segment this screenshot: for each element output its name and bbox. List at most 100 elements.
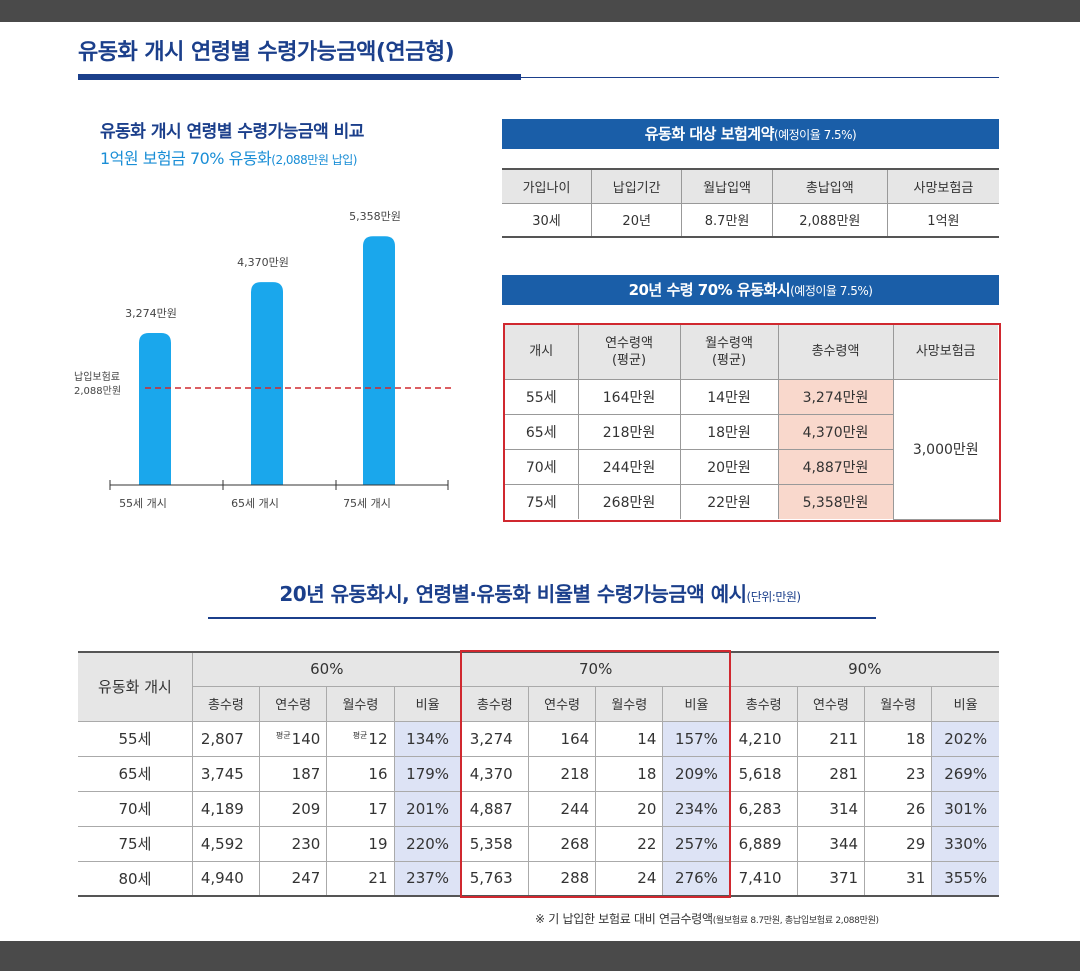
sub-col-header: 월수령 — [326, 685, 395, 722]
ratio-cell: 202% — [931, 720, 999, 757]
col-header: 월납입액 — [681, 168, 773, 204]
table-cell: 평균140 — [259, 720, 328, 757]
table-cell: 20년 — [590, 202, 683, 238]
row-age-cell: 75세 — [78, 825, 193, 862]
liquid-box-header: 20년 수령 70% 유동화시(예정이율 7.5%) — [502, 275, 999, 305]
chart-bar — [251, 282, 283, 485]
reference-value-label: 2,088만원 — [74, 385, 121, 397]
table-cell-highlight: 5,358만원 — [777, 483, 893, 519]
table-cell: 22만원 — [679, 483, 779, 519]
table-cell: 평균12 — [326, 720, 395, 757]
group-header-90: 90% — [729, 651, 999, 687]
col-header: 사망보험금 — [892, 325, 998, 380]
table-row: 30세 20년 8.7만원 2,088만원 1억원 — [502, 202, 999, 238]
section2-underline — [208, 617, 876, 619]
table-cell: 230 — [259, 825, 328, 862]
table-cell: 4,210 — [729, 720, 798, 757]
sub-col-header: 비율 — [662, 685, 731, 722]
sub-col-header: 연수령 — [259, 685, 328, 722]
footnote-text: ※ 기 납입한 보험료 대비 연금수령액 — [535, 912, 713, 926]
col-header: 총수령액 — [777, 325, 894, 380]
table-cell: 8.7만원 — [681, 202, 773, 238]
table-cell: 314 — [796, 790, 866, 827]
ratio-cell: 201% — [393, 790, 462, 827]
table-cell: 1억원 — [886, 202, 999, 238]
table-cell: 247 — [259, 860, 328, 897]
x-tick-label: 65세 개시 — [231, 497, 279, 510]
death-benefit-cell: 3,000만원 — [892, 378, 998, 520]
table-row: 55세 164만원 14만원 3,274만원 3,000만원 — [505, 378, 998, 520]
table-cell: 17 — [326, 790, 395, 827]
chart-subtitle-main: 1억원 보험금 70% 유동화 — [100, 149, 272, 168]
table-cell: 187 — [259, 755, 328, 792]
bar-value-label: 5,358만원 — [349, 210, 401, 223]
ratio-cell: 257% — [662, 825, 731, 862]
row-age-cell: 70세 — [78, 790, 193, 827]
table-cell: 18 — [864, 720, 933, 757]
table-cell: 18 — [595, 755, 664, 792]
table-cell: 3,745 — [191, 755, 261, 792]
reference-label: 납입보험료 — [74, 370, 120, 383]
table-cell: 288 — [527, 860, 597, 897]
liquid-box-note: (예정이율 7.5%) — [790, 284, 873, 298]
col-header: 가입나이 — [502, 168, 592, 204]
col-header: 개시 — [505, 325, 579, 380]
table-cell: 211 — [796, 720, 866, 757]
table-cell: 4,370 — [460, 755, 529, 792]
table-cell: 18만원 — [679, 413, 779, 450]
sub-col-header: 연수령 — [527, 685, 597, 722]
row-age-cell: 65세 — [78, 755, 193, 792]
table-row: 65세 218만원 18만원 4,370만원 — [505, 413, 998, 450]
section2-title-text: 20년 유동화시, 연령별·유동화 비율별 수령가능금액 예시 — [279, 582, 747, 606]
ratio-cell: 157% — [662, 720, 731, 757]
table-cell: 26 — [864, 790, 933, 827]
table-cell: 29 — [864, 825, 933, 862]
table-cell: 24 — [595, 860, 664, 897]
ratio-cell: 330% — [931, 825, 999, 862]
ratio-cell: 237% — [393, 860, 462, 897]
ratio-matrix-table: 유동화 개시 60% 70% 90% 총수령 연수령 월수령 비율 총수령 연수령 월수령 비… — [78, 651, 999, 897]
table-cell: 2,088만원 — [771, 202, 888, 238]
table-cell: 30세 — [502, 202, 592, 238]
table-cell: 6,889 — [729, 825, 798, 862]
table-cell: 19 — [326, 825, 395, 862]
table-cell: 5,618 — [729, 755, 798, 792]
table-cell: 14 — [595, 720, 664, 757]
col-header: 월수령액 (평균) — [679, 325, 779, 380]
bottom-frame-bar — [0, 941, 1080, 971]
contract-box-title: 유동화 대상 보험계약 — [644, 125, 775, 143]
chart-title: 유동화 개시 연령별 수령가능금액 비교 — [100, 122, 364, 142]
row-age-cell: 80세 — [78, 860, 193, 897]
table-cell: 268만원 — [577, 483, 681, 519]
ratio-cell: 276% — [662, 860, 731, 897]
table-cell: 55세 — [505, 378, 579, 415]
table-cell: 75세 — [505, 483, 579, 519]
group-header-70: 70% — [460, 651, 731, 687]
section2-title: 20년 유동화시, 연령별·유동화 비율별 수령가능금액 예시(단위:만원) — [0, 578, 1080, 607]
sub-col-header: 비율 — [393, 685, 462, 722]
cell-value: 140 — [291, 729, 321, 748]
row-header-label: 유동화 개시 — [78, 651, 193, 722]
liquid-box-title: 20년 수령 70% 유동화시 — [628, 281, 791, 299]
table-cell: 22 — [595, 825, 664, 862]
table-cell: 218 — [527, 755, 597, 792]
ratio-cell: 179% — [393, 755, 462, 792]
table-cell: 4,189 — [191, 790, 261, 827]
chart-subtitle: 1억원 보험금 70% 유동화(2,088만원 납입) — [100, 145, 357, 169]
table-cell: 164만원 — [577, 378, 681, 415]
table-cell: 218만원 — [577, 413, 681, 450]
ratio-cell: 269% — [931, 755, 999, 792]
col-header: 사망보험금 — [886, 168, 999, 204]
col-header: 납입기간 — [590, 168, 683, 204]
table-row: 65세 3,745 187 16 179% 4,370 218 18 209% 5,618 281 2… — [78, 755, 999, 792]
table-row: 75세 4,592 230 19 220% 5,358 268 22 257% 6,889 344 2… — [78, 825, 999, 862]
table-cell: 164 — [527, 720, 597, 757]
table-cell: 20만원 — [679, 448, 779, 485]
sub-col-header: 총수령 — [192, 685, 261, 722]
table-row: 70세 4,189 209 17 201% 4,887 244 20 234% 6,283 314 2… — [78, 790, 999, 827]
liquid-table: 개시 연수령액 (평균) 월수령액 (평균) 총수령액 사망보험금 55세 16… — [505, 325, 998, 520]
table-cell: 4,940 — [191, 860, 261, 897]
table-row: 75세 268만원 22만원 5,358만원 — [505, 483, 998, 519]
sub-col-header: 총수령 — [729, 685, 798, 722]
